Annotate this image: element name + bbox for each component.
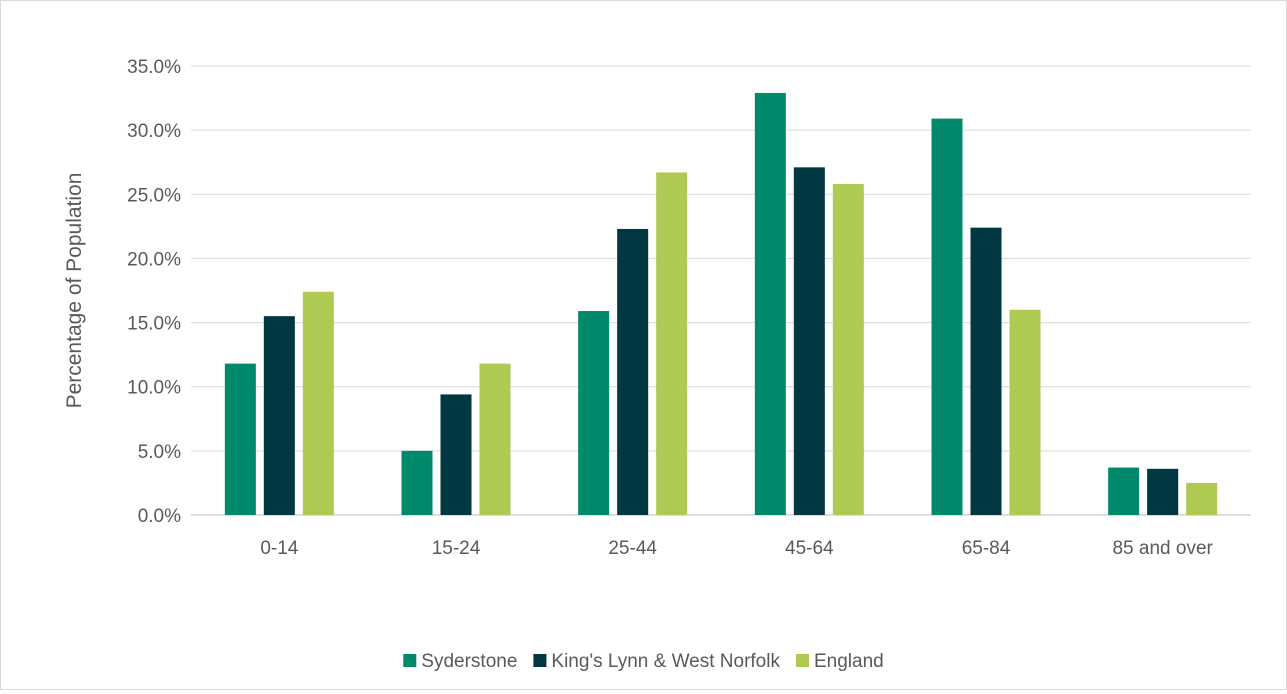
gridlines bbox=[191, 65, 1251, 516]
y-tick-label: 20.0% bbox=[127, 249, 181, 270]
y-axis-tick-labels: 0.0% 5.0% 10.0% 15.0% 20.0% 25.0% 30.0% 35.0% bbox=[127, 57, 181, 527]
x-tick-label: 65-84 bbox=[962, 538, 1011, 559]
y-tick-label: 10.0% bbox=[127, 378, 181, 399]
bar bbox=[479, 363, 511, 515]
y-tick-label: 30.0% bbox=[127, 121, 181, 142]
x-tick-label: 15-24 bbox=[432, 538, 481, 559]
bar bbox=[754, 92, 786, 515]
y-tick-label: 35.0% bbox=[127, 57, 181, 78]
y-tick-label: 5.0% bbox=[138, 442, 181, 463]
bar bbox=[656, 172, 688, 515]
bar bbox=[578, 311, 610, 515]
legend-label: King's Lynn & West Norfolk bbox=[551, 651, 780, 672]
bar bbox=[931, 118, 963, 516]
bar bbox=[793, 167, 825, 516]
bar bbox=[302, 291, 334, 515]
bar bbox=[832, 184, 864, 515]
y-axis-title: Percentage of Population bbox=[63, 173, 86, 409]
bar bbox=[224, 363, 256, 515]
x-tick-label: 45-64 bbox=[785, 538, 834, 559]
bar bbox=[1108, 467, 1140, 515]
legend-swatch bbox=[795, 654, 809, 667]
legend-item: Syderstone bbox=[403, 651, 517, 672]
x-tick-label: 85 and over bbox=[1112, 538, 1213, 559]
legend-item: England bbox=[795, 651, 884, 672]
bar bbox=[263, 316, 295, 515]
legend-label: England bbox=[814, 651, 884, 672]
bar bbox=[1147, 468, 1179, 515]
bar bbox=[617, 228, 649, 515]
x-axis-tick-labels: 0-14 15-24 25-44 45-64 65-84 85 and over bbox=[260, 538, 1213, 559]
legend-label: Syderstone bbox=[421, 651, 517, 672]
legend-swatch bbox=[403, 654, 417, 667]
x-tick-label: 0-14 bbox=[260, 538, 298, 559]
bar bbox=[440, 394, 472, 515]
y-tick-label: 25.0% bbox=[127, 185, 181, 206]
y-tick-label: 15.0% bbox=[127, 314, 181, 335]
x-tick-label: 25-44 bbox=[608, 538, 657, 559]
legend-item: King's Lynn & West Norfolk bbox=[533, 651, 780, 672]
bar bbox=[1186, 482, 1218, 515]
bar bbox=[1009, 309, 1041, 515]
y-tick-label: 0.0% bbox=[138, 506, 181, 527]
bar bbox=[401, 450, 433, 515]
legend-swatch bbox=[533, 654, 547, 667]
bar bbox=[970, 227, 1002, 515]
bars bbox=[224, 92, 1218, 516]
legend: Syderstone King's Lynn & West Norfolk Engl… bbox=[403, 651, 884, 672]
